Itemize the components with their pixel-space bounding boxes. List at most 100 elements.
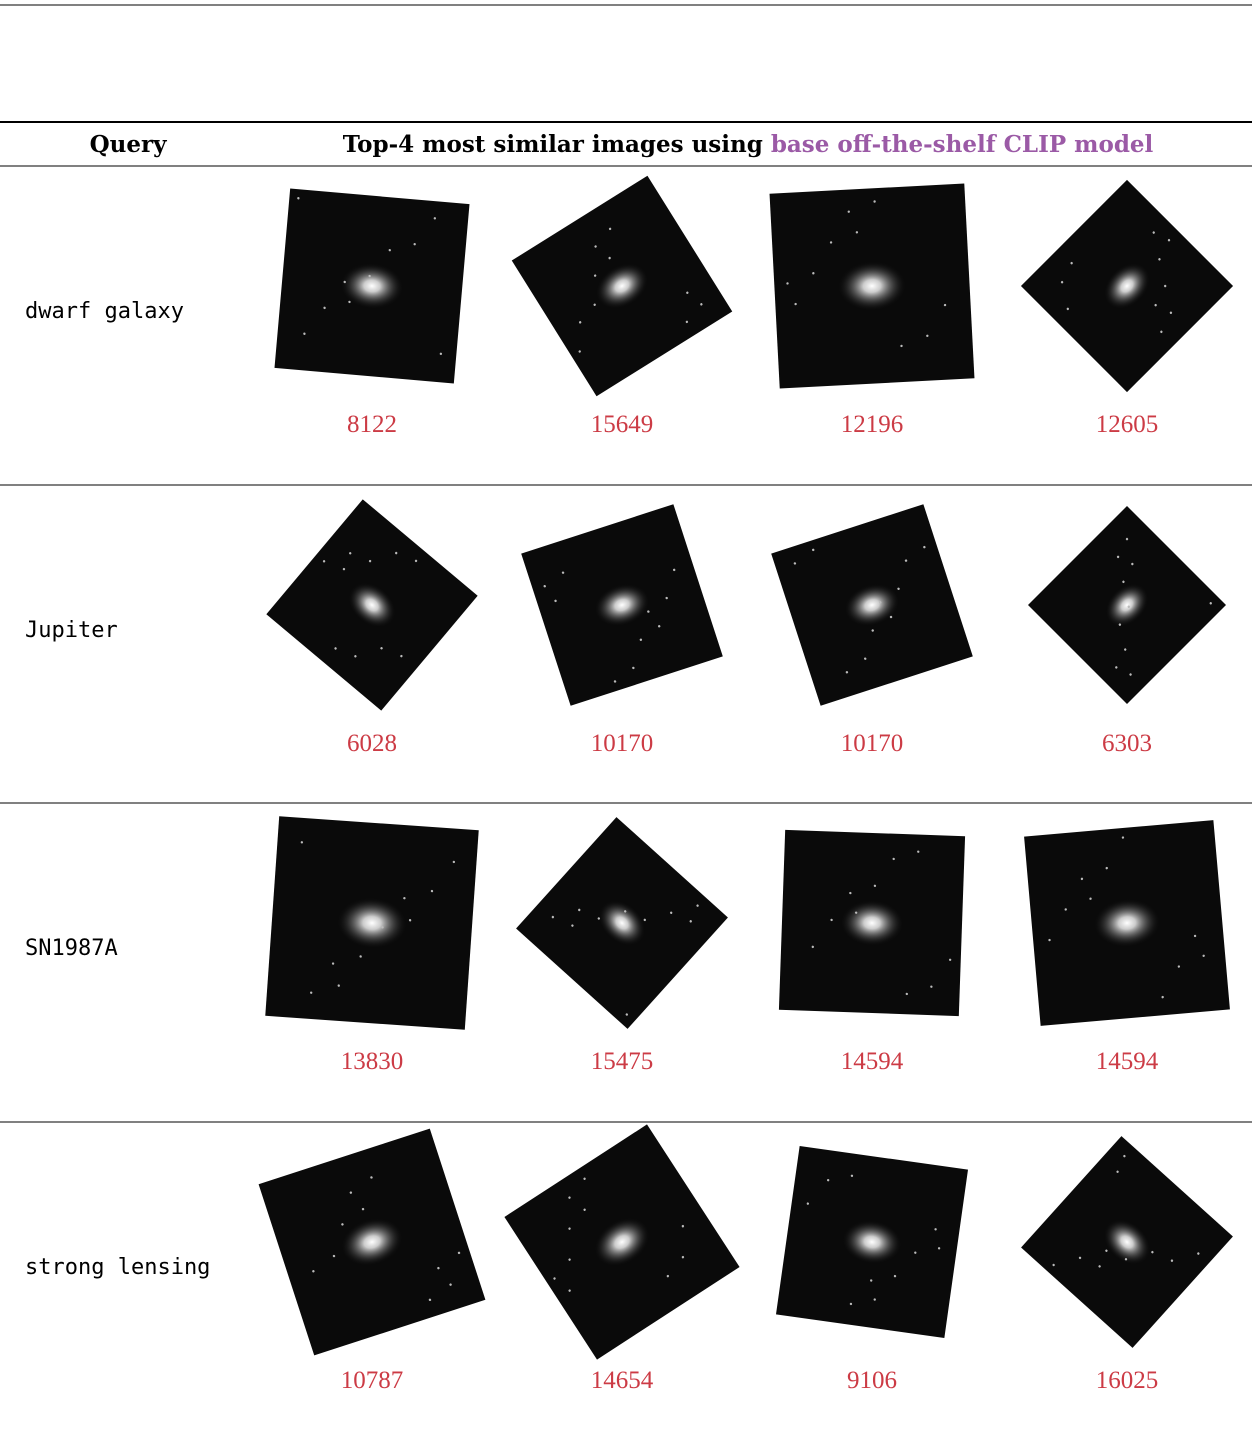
image-star <box>388 248 391 252</box>
image-star <box>568 1258 571 1261</box>
image-star <box>303 332 306 335</box>
image-star <box>593 274 597 277</box>
image-star <box>1124 1258 1128 1261</box>
image-star <box>943 303 947 307</box>
image-star <box>1124 648 1127 651</box>
image-star <box>681 1224 685 1228</box>
image-star <box>300 841 304 844</box>
image-star <box>322 560 326 563</box>
image-star <box>1098 1265 1101 1268</box>
image-id: 15475 <box>591 1048 654 1075</box>
image-star <box>1116 555 1120 559</box>
image-glow <box>339 262 405 310</box>
image-star <box>1052 1263 1055 1267</box>
image-glow <box>841 1219 903 1265</box>
result-image <box>265 816 479 1030</box>
image-id: 6303 <box>1102 730 1152 757</box>
image-star <box>403 897 406 900</box>
image-star <box>1170 1259 1174 1262</box>
image-star <box>341 1223 344 1226</box>
image-star <box>786 282 789 285</box>
image-star <box>1152 231 1155 234</box>
image-id: 14594 <box>1096 1048 1159 1075</box>
image-id: 10787 <box>341 1367 404 1394</box>
image-star <box>1193 934 1197 938</box>
result-image <box>1024 820 1230 1026</box>
image-star <box>380 647 383 650</box>
image-glow <box>347 582 397 628</box>
image-star <box>647 610 650 613</box>
image-star <box>806 1202 810 1205</box>
image-glow <box>843 583 901 627</box>
image-star <box>905 992 909 996</box>
result-image <box>521 504 723 706</box>
image-glow <box>839 899 905 947</box>
result-image <box>1028 506 1226 704</box>
image-star <box>359 955 362 958</box>
image-star <box>1167 238 1171 242</box>
image-star <box>855 231 859 234</box>
image-star <box>794 302 797 306</box>
image-star <box>354 655 357 658</box>
image-star <box>811 945 815 949</box>
image-star <box>1115 666 1118 669</box>
image-star <box>1105 1249 1108 1252</box>
image-star <box>400 654 403 658</box>
image-star <box>1125 537 1129 541</box>
image-star <box>845 671 849 674</box>
image-glow <box>1105 583 1149 627</box>
image-star <box>337 984 340 987</box>
image-star <box>632 666 635 670</box>
query-text: Jupiter <box>25 618 118 643</box>
image-glow <box>340 1217 404 1267</box>
image-star <box>381 926 384 929</box>
image-id: 14654 <box>591 1367 654 1394</box>
image-star <box>917 850 920 853</box>
image-glow <box>595 262 649 310</box>
query-text: dwarf galaxy <box>25 299 184 324</box>
title-prefix: Top-4 most similar images using <box>343 131 763 158</box>
image-star <box>849 1302 853 1306</box>
image-star <box>937 1247 941 1250</box>
image-star <box>847 210 850 213</box>
image-glow <box>593 1217 651 1267</box>
image-star <box>323 306 326 310</box>
image-star <box>1070 261 1073 265</box>
table-body: dwarf galaxy 8122 15649 12196 12605 Jupiter 60… <box>0 175 1252 1394</box>
image-star <box>669 911 673 914</box>
image-star <box>657 625 661 628</box>
image-id: 13830 <box>341 1048 404 1075</box>
image-star <box>343 280 346 284</box>
image-star <box>1127 605 1130 608</box>
image-star <box>1066 307 1070 311</box>
image-star <box>1163 284 1167 288</box>
image-glow <box>593 583 651 627</box>
image-star <box>923 545 926 549</box>
image-glow <box>836 260 908 312</box>
result-image <box>516 817 728 1029</box>
image-id: 6028 <box>347 730 397 757</box>
image-star <box>430 889 434 893</box>
image-star <box>1121 836 1125 839</box>
image-star <box>1122 580 1125 584</box>
image-star <box>449 1283 452 1286</box>
image-star <box>543 584 546 588</box>
image-star <box>1080 877 1084 881</box>
image-star <box>1064 908 1067 911</box>
result-image <box>258 1128 486 1356</box>
result-image <box>511 175 733 397</box>
image-star <box>439 352 443 356</box>
image-star <box>1160 330 1163 334</box>
result-image <box>769 183 975 389</box>
image-glow <box>336 896 408 950</box>
image-star <box>812 548 815 552</box>
image-star <box>849 891 852 895</box>
image-star <box>681 1255 685 1259</box>
image-star <box>893 1274 897 1278</box>
image-star <box>594 245 597 248</box>
image-star <box>1123 1154 1126 1158</box>
image-star <box>331 962 335 965</box>
header-title: Top-4 most similar images using base off… <box>343 131 1154 158</box>
image-star <box>578 350 581 353</box>
image-star <box>926 334 929 338</box>
